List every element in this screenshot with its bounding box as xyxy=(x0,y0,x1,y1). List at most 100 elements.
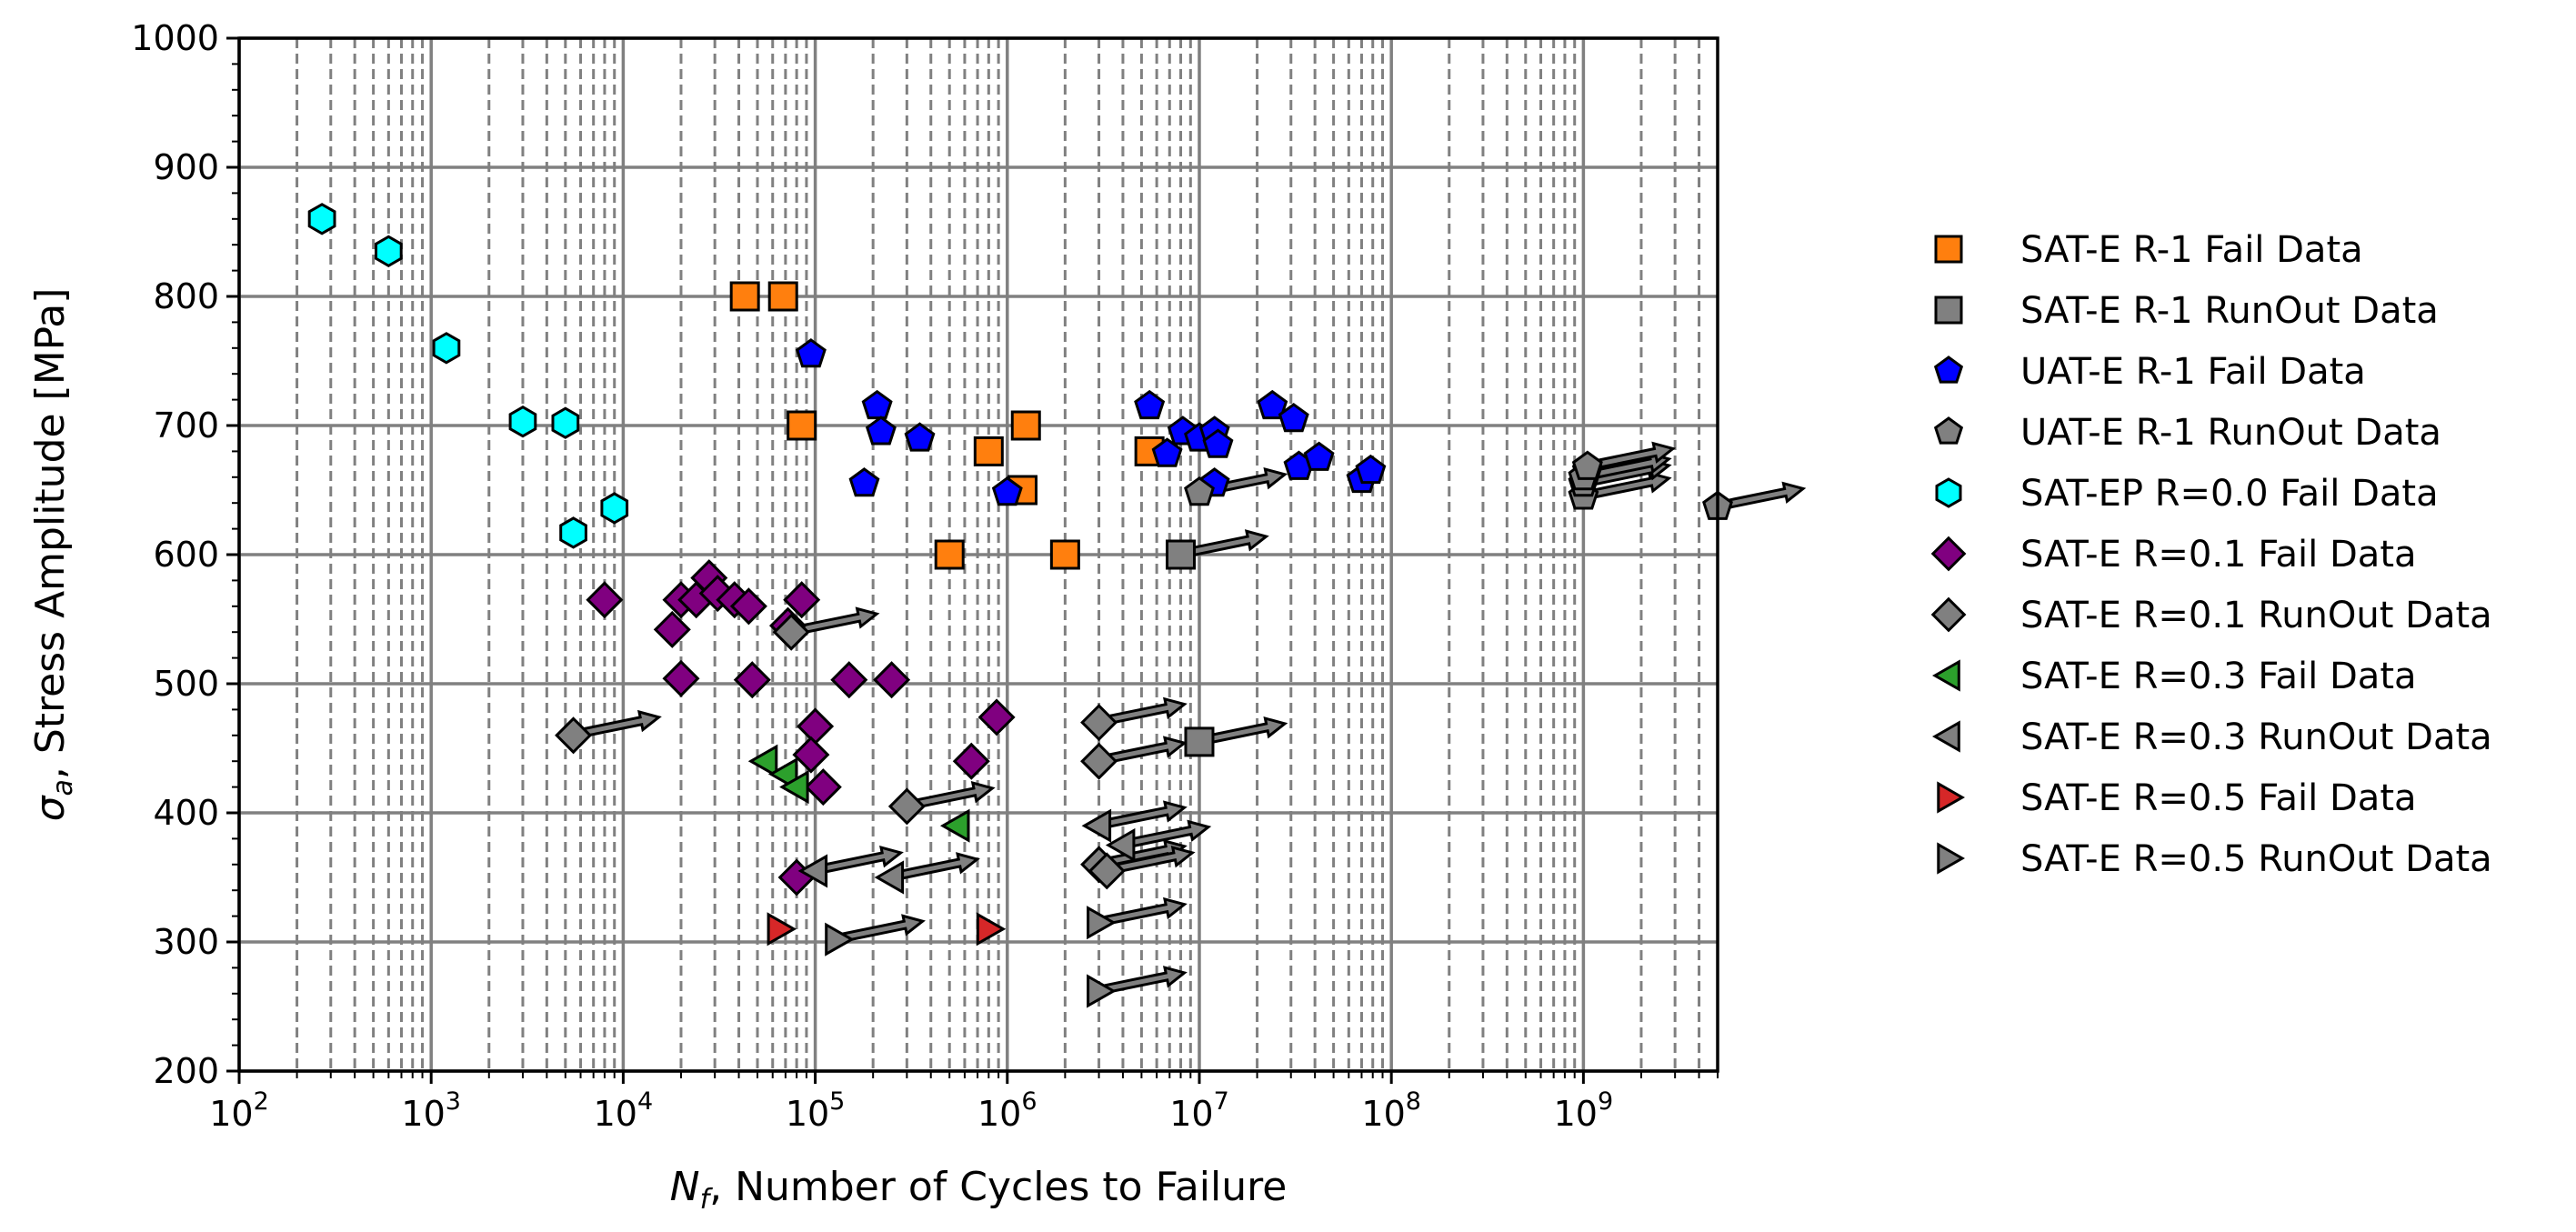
fail-point xyxy=(1151,437,1183,467)
runout-arrow xyxy=(1586,471,1672,500)
x-tick-label: 108 xyxy=(1361,1087,1421,1134)
fail-point xyxy=(792,736,830,774)
runout-arrow-shape xyxy=(818,846,904,875)
legend-label: SAT-EP R=0.0 Fail Data xyxy=(2020,473,2439,515)
fail-point xyxy=(1278,403,1309,433)
y-tick-label: 900 xyxy=(153,147,219,187)
runout-point xyxy=(1080,704,1118,742)
data-markers xyxy=(307,203,1733,1008)
x-tick-label: 107 xyxy=(1169,1087,1229,1134)
runout-arrow-shape xyxy=(895,852,980,881)
runout-arrow-shape xyxy=(1183,529,1269,558)
fail-point xyxy=(375,235,403,268)
y-tick-label: 400 xyxy=(153,793,219,833)
fail-point xyxy=(873,661,911,699)
legend-marker xyxy=(1930,536,1967,572)
runout-point xyxy=(797,854,828,888)
fail-point xyxy=(747,744,778,778)
runout-arrow-shape xyxy=(1126,819,1212,849)
runout-arrow-shape xyxy=(1586,471,1672,500)
fail-point xyxy=(848,467,880,497)
x-tick-label: 109 xyxy=(1554,1087,1614,1134)
fail-point xyxy=(767,281,798,312)
fail-point xyxy=(939,808,970,843)
legend-label: SAT-E R=0.1 RunOut Data xyxy=(2020,595,2492,636)
fail-point xyxy=(976,912,1007,947)
fail-point xyxy=(1049,539,1080,570)
runout-arrow xyxy=(1590,441,1677,471)
fail-point xyxy=(865,416,897,446)
x-tick-label: 102 xyxy=(209,1087,269,1134)
runout-point xyxy=(555,716,593,755)
legend-label: SAT-E R=0.3 Fail Data xyxy=(2020,656,2417,697)
y-tick-label: 1000 xyxy=(131,18,219,58)
legend-label: SAT-E R=0.5 RunOut Data xyxy=(2020,838,2492,880)
y-tick-label: 300 xyxy=(153,922,219,962)
legend-marker xyxy=(1930,596,1967,633)
grid xyxy=(237,36,1719,1073)
x-tick-label: 104 xyxy=(594,1087,654,1134)
fail-point xyxy=(733,661,771,699)
fail-point xyxy=(767,912,797,947)
runout-point xyxy=(1105,827,1136,863)
runout-arrow xyxy=(818,846,904,875)
axis-ticks: 102 103 104 105 106 107 108 109 200 300 400 500 600 7… xyxy=(131,18,1719,1134)
legend-label: SAT-E R=0.1 Fail Data xyxy=(2020,534,2417,576)
fail-point xyxy=(1010,410,1041,441)
runout-point xyxy=(1080,742,1118,780)
fail-point xyxy=(600,492,629,525)
fail-point xyxy=(586,581,624,619)
legend-marker xyxy=(1934,295,1963,325)
runout-point xyxy=(825,922,855,957)
runout-arrow-shape xyxy=(1202,716,1288,746)
fail-point xyxy=(432,332,461,365)
fail-point xyxy=(934,539,965,570)
fail-point xyxy=(1303,441,1335,471)
legend-marker xyxy=(1933,356,1964,384)
fail-point xyxy=(307,203,336,235)
runout-point xyxy=(1166,539,1197,570)
legend-marker xyxy=(1931,659,1960,692)
legend: SAT-E R-1 Fail Data SAT-E R-1 RunOut Data… xyxy=(1930,229,2492,880)
runout-arrow-shape xyxy=(1101,800,1188,829)
legend-marker xyxy=(1937,842,1966,875)
y-tick-label: 700 xyxy=(153,406,219,446)
fail-point xyxy=(779,770,809,805)
y-tick-label: 200 xyxy=(153,1051,219,1091)
fail-point xyxy=(551,406,580,439)
fail-point xyxy=(977,698,1016,736)
fail-point xyxy=(1134,389,1166,420)
legend-marker xyxy=(1935,477,1962,508)
runout-point xyxy=(1087,906,1117,940)
fail-point xyxy=(653,610,691,648)
runout-arrow xyxy=(1720,481,1807,511)
fail-point xyxy=(559,516,587,549)
legend-label: UAT-E R-1 RunOut Data xyxy=(2020,412,2441,454)
x-axis-label: Nf, Number of Cycles to Failure xyxy=(670,1164,1288,1216)
x-tick-label: 105 xyxy=(786,1087,846,1134)
runout-arrow-shape xyxy=(1720,481,1807,511)
fail-point xyxy=(662,659,700,697)
y-axis-label: σa, Stress Amplitude [MPa] xyxy=(27,288,79,822)
runout-point xyxy=(1088,852,1126,890)
x-tick-label: 106 xyxy=(977,1087,1037,1134)
legend-label: SAT-E R-1 Fail Data xyxy=(2020,229,2363,271)
fail-point xyxy=(783,581,821,619)
runout-point xyxy=(1087,974,1117,1008)
runout-arrow xyxy=(1126,819,1212,849)
runout-arrow xyxy=(895,852,980,881)
legend-label: SAT-E R=0.5 Fail Data xyxy=(2020,777,2417,819)
runout-point xyxy=(1184,726,1215,757)
legend-label: UAT-E R-1 Fail Data xyxy=(2020,351,2366,393)
legend-marker xyxy=(1934,235,1963,264)
y-tick-label: 600 xyxy=(153,535,219,575)
fail-point xyxy=(1355,454,1387,485)
fail-point xyxy=(861,389,893,420)
y-tick-label: 800 xyxy=(153,276,219,316)
legend-label: SAT-E R-1 RunOut Data xyxy=(2020,290,2439,332)
fail-point xyxy=(804,768,842,806)
fail-point xyxy=(795,338,827,368)
runout-arrows xyxy=(576,441,1807,995)
runout-point xyxy=(874,860,905,895)
legend-marker xyxy=(1931,720,1960,753)
